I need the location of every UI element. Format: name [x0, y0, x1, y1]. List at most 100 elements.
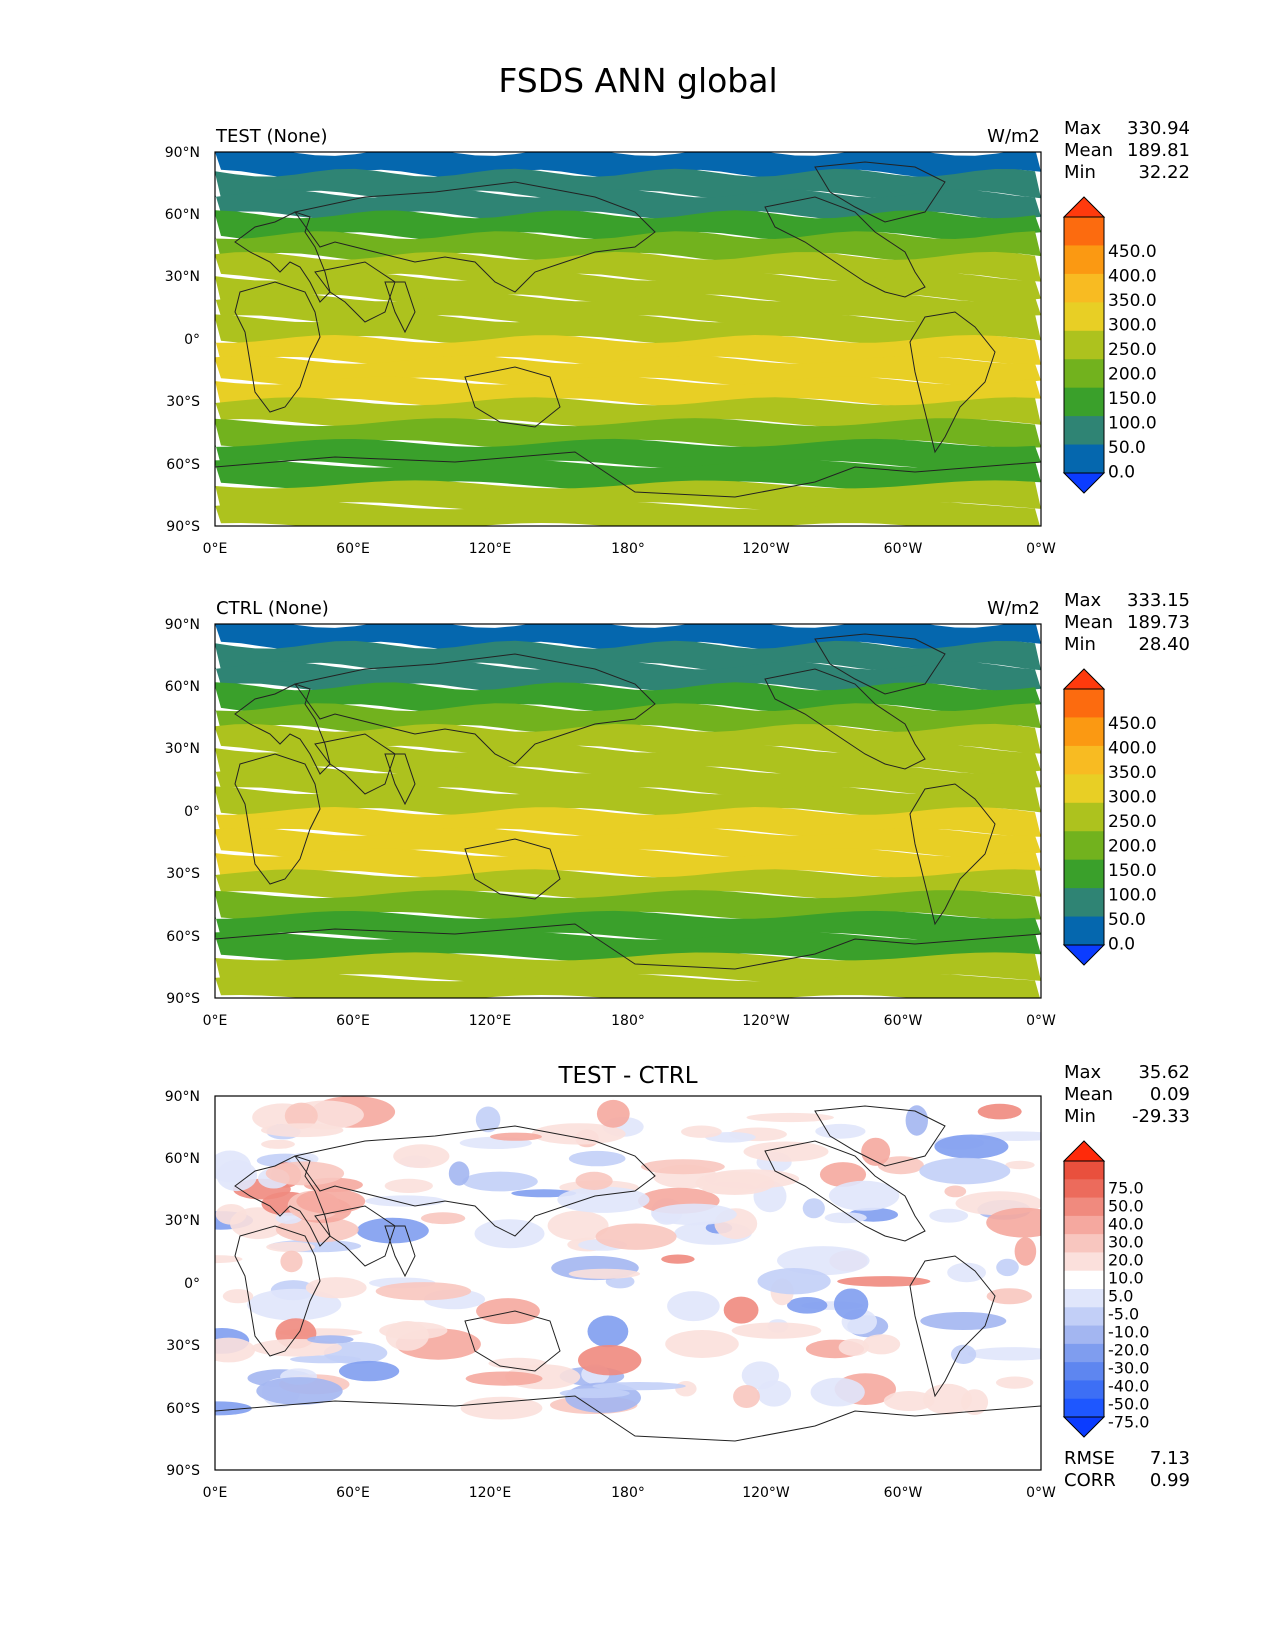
field-band: [215, 189, 1041, 220]
colorbar-segment: [1064, 1197, 1104, 1217]
panel-ctrl: CTRL (None) W/m2 90°N 60°N 30°N 0° 30°S …: [165, 590, 1190, 1029]
colorbar-segment: [1064, 1380, 1104, 1400]
anomaly-patch: [215, 1401, 252, 1416]
diff-center-title: TEST - CTRL: [557, 1063, 697, 1089]
anomaly-patch: [967, 1347, 1041, 1361]
colorbar-tick-label: -75.0: [1108, 1413, 1149, 1432]
anomaly-patch: [261, 1123, 344, 1138]
colorbar-tick-label: 450.0: [1108, 242, 1157, 262]
colorbar-extend-max: [1062, 1140, 1106, 1162]
stat-value: 28.40: [1138, 634, 1190, 655]
diff-field-anomalies: [215, 1096, 1041, 1420]
colorbar-tick-label: 50.0: [1108, 910, 1146, 930]
lon-tick-label: 120°W: [742, 541, 790, 557]
anomaly-patch: [587, 1315, 629, 1348]
anomaly-patch: [883, 1391, 935, 1411]
colorbar-tick-label: 100.0: [1108, 414, 1157, 434]
colorbar-outline: [1063, 216, 1105, 474]
lat-tick-label: 60°N: [165, 679, 200, 695]
lat-tick-label: 60°S: [166, 1401, 200, 1417]
colorbar-segment: [1064, 802, 1104, 832]
colorbar-segment: [1064, 330, 1104, 360]
lon-tick-label: 60°E: [336, 1013, 370, 1029]
stat-value: -29.33: [1132, 1106, 1190, 1127]
diff-colorbar: 75.050.040.030.020.010.05.0-5.0-10.0-20.…: [1062, 1140, 1149, 1438]
colorbar-segment: [1064, 774, 1104, 804]
anomaly-patch: [448, 1161, 470, 1186]
anomaly-patch: [681, 1125, 722, 1138]
colorbar-segment: [1064, 1270, 1104, 1290]
anomaly-patch: [986, 1288, 1032, 1305]
anomaly-patch: [592, 1382, 686, 1391]
lon-tick-label: 0°E: [203, 541, 228, 557]
colorbar-tick-label: 350.0: [1108, 291, 1157, 311]
field-band: [215, 624, 1041, 650]
anomaly-patch: [595, 1223, 677, 1250]
stat-value: 189.81: [1127, 140, 1190, 161]
stat-label: Max: [1064, 590, 1102, 611]
diff-lon-axis: 0°E 60°E 120°E 180° 120°W 60°W 0°W: [203, 1485, 1056, 1501]
colorbar-segment: [1064, 1398, 1104, 1418]
lat-tick-label: 30°S: [166, 1338, 200, 1354]
colorbar-segment: [1064, 831, 1104, 861]
anomaly-patch: [222, 1289, 254, 1304]
anomaly-patch: [905, 1105, 928, 1136]
anomaly-patch: [547, 1210, 609, 1241]
panel-diff: TEST - CTRL 90°N 60°N 30°N 0° 30°S 60°S …: [165, 1062, 1190, 1501]
field-band: [215, 438, 1041, 469]
anomaly-patch: [743, 1141, 829, 1162]
lon-tick-label: 180°: [611, 541, 645, 557]
anomaly-patch: [476, 1298, 540, 1325]
lat-tick-label: 30°S: [166, 394, 200, 410]
stat-value: 0.99: [1150, 1470, 1190, 1491]
anomaly-patch: [934, 1134, 1009, 1159]
field-band: [215, 640, 1041, 671]
lon-tick-label: 120°E: [469, 1013, 512, 1029]
colorbar-segment: [1064, 916, 1104, 946]
colorbar-segment: [1064, 1252, 1104, 1272]
anomaly-patch: [265, 1161, 345, 1186]
field-band: [215, 661, 1041, 692]
lon-tick-label: 180°: [611, 1485, 645, 1501]
anomaly-patch: [828, 1180, 900, 1211]
field-band: [215, 480, 1041, 511]
colorbar-tick-label: 0.0: [1108, 463, 1135, 483]
colorbar-segment: [1064, 1161, 1104, 1180]
lat-tick-label: 0°: [184, 804, 200, 820]
colorbar-tick-label: 250.0: [1108, 812, 1157, 832]
field-band: [215, 973, 1040, 998]
lat-tick-label: 90°S: [166, 1463, 200, 1479]
colorbar-tick-label: -10.0: [1108, 1323, 1149, 1342]
test-left-title: TEST (None): [215, 126, 328, 147]
anomaly-patch: [261, 1139, 295, 1149]
anomaly-patch: [815, 1123, 866, 1139]
lat-tick-label: 30°N: [165, 741, 200, 757]
anomaly-patch: [996, 1376, 1034, 1389]
lon-tick-label: 0°E: [203, 1013, 228, 1029]
anomaly-patch: [275, 1216, 359, 1243]
lat-tick-label: 90°N: [165, 1089, 200, 1105]
anomaly-patch: [462, 1171, 538, 1192]
anomaly-patch: [247, 1288, 342, 1321]
stat-label: RMSE: [1064, 1448, 1115, 1469]
field-band: [215, 168, 1041, 199]
field-band: [215, 786, 1041, 816]
colorbar-segment: [1064, 1343, 1104, 1363]
colorbar-tick-label: 0.0: [1108, 935, 1135, 955]
anomaly-patch: [977, 1103, 1022, 1120]
lat-tick-label: 60°S: [166, 457, 200, 473]
colorbar-tick-label: -30.0: [1108, 1359, 1149, 1378]
lon-tick-label: 120°E: [469, 1485, 512, 1501]
anomaly-patch: [1005, 1160, 1035, 1170]
colorbar-tick-label: -50.0: [1108, 1395, 1149, 1414]
diff-extra-stats: RMSE 7.13 CORR 0.99: [1064, 1448, 1190, 1491]
lat-tick-label: 0°: [184, 332, 200, 348]
stat-value: 0.09: [1150, 1084, 1190, 1105]
anomaly-patch: [475, 1106, 501, 1133]
colorbar-tick-label: 350.0: [1108, 763, 1157, 783]
stat-value: 333.15: [1127, 590, 1190, 611]
anomaly-patch: [757, 1380, 792, 1407]
anomaly-patch: [947, 1262, 986, 1283]
lon-tick-label: 60°W: [884, 541, 923, 557]
anomaly-patch: [787, 1297, 828, 1314]
